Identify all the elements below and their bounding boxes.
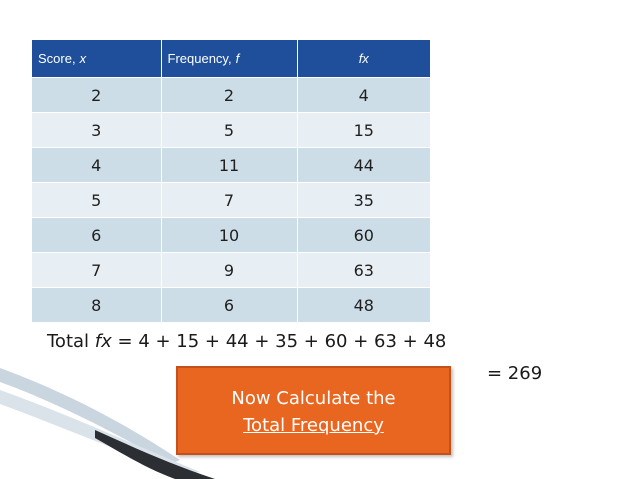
table-row: 8 6 48 <box>32 287 430 322</box>
decorative-wave <box>0 368 215 479</box>
total-label: Total <box>47 331 90 352</box>
cell-frequency: 5 <box>161 112 298 148</box>
total-fx-result: = 269 <box>487 363 543 384</box>
header-score: Score, x <box>32 40 162 78</box>
total-expression: = 4 + 15 + 44 + 35 + 60 + 63 + 48 <box>117 331 447 352</box>
callout-line-2: Total Frequency <box>243 415 384 436</box>
cell-fx: 63 <box>297 252 430 288</box>
table-row: 3 5 15 <box>32 112 430 148</box>
cell-fx: 35 <box>297 182 430 218</box>
cell-score: 6 <box>32 217 162 253</box>
table-header-row: Score, x Frequency, f fx <box>32 40 430 78</box>
table-body: 2 2 4 3 5 15 4 11 44 5 7 35 6 10 60 7 9 63 8 6 48 <box>32 77 430 322</box>
cell-fx: 44 <box>297 147 430 183</box>
callout-line-1: Now Calculate the <box>231 388 396 409</box>
calculate-frequency-callout: Now Calculate the Total Frequency <box>176 366 451 455</box>
cell-frequency: 6 <box>161 287 298 322</box>
total-fx-equation: Total fx = 4 + 15 + 44 + 35 + 60 + 63 + … <box>47 331 446 352</box>
table-row: 5 7 35 <box>32 182 430 218</box>
cell-frequency: 2 <box>161 77 298 113</box>
cell-score: 5 <box>32 182 162 218</box>
cell-score: 8 <box>32 287 162 322</box>
cell-score: 4 <box>32 147 162 183</box>
cell-fx: 4 <box>297 77 430 113</box>
cell-frequency: 11 <box>161 147 298 183</box>
cell-score: 7 <box>32 252 162 288</box>
header-fx: fx <box>297 40 430 78</box>
frequency-table: Score, x Frequency, f fx 2 2 4 3 5 15 4 11 44 5 7 35 6… <box>32 40 430 322</box>
total-var: fx <box>94 331 112 352</box>
cell-fx: 48 <box>297 287 430 322</box>
cell-frequency: 9 <box>161 252 298 288</box>
cell-score: 2 <box>32 77 162 113</box>
cell-frequency: 7 <box>161 182 298 218</box>
cell-fx: 15 <box>297 112 430 148</box>
table-row: 7 9 63 <box>32 252 430 288</box>
cell-fx: 60 <box>297 217 430 253</box>
table-row: 6 10 60 <box>32 217 430 253</box>
header-frequency: Frequency, f <box>161 40 298 78</box>
cell-score: 3 <box>32 112 162 148</box>
cell-frequency: 10 <box>161 217 298 253</box>
table-row: 4 11 44 <box>32 147 430 183</box>
